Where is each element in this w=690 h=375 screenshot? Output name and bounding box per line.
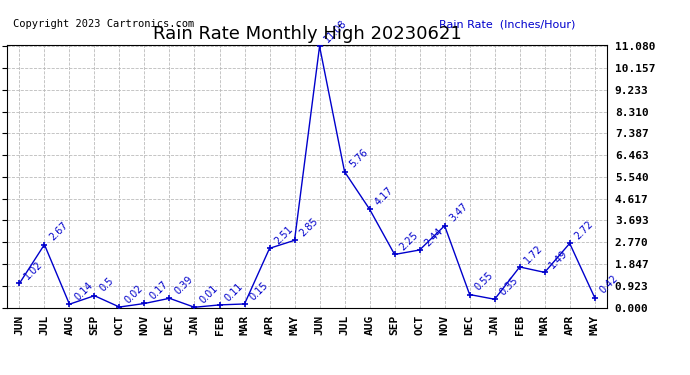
Text: Rain Rate  (Inches/Hour): Rain Rate (Inches/Hour) bbox=[439, 19, 575, 29]
Text: 0.15: 0.15 bbox=[248, 280, 270, 302]
Text: 0.42: 0.42 bbox=[598, 273, 620, 296]
Text: 2.85: 2.85 bbox=[297, 216, 320, 238]
Text: 0.5: 0.5 bbox=[97, 276, 115, 294]
Text: 11.08: 11.08 bbox=[322, 18, 349, 44]
Text: 0.01: 0.01 bbox=[197, 283, 219, 305]
Text: 1.72: 1.72 bbox=[522, 243, 545, 265]
Text: 2.44: 2.44 bbox=[422, 226, 445, 248]
Text: 5.76: 5.76 bbox=[348, 147, 370, 170]
Text: 0.14: 0.14 bbox=[72, 280, 95, 302]
Text: 4.17: 4.17 bbox=[373, 185, 395, 207]
Text: 0.02: 0.02 bbox=[122, 283, 145, 305]
Text: 0.39: 0.39 bbox=[172, 274, 195, 296]
Text: 2.51: 2.51 bbox=[273, 224, 295, 246]
Text: 0.35: 0.35 bbox=[497, 275, 520, 297]
Text: 2.72: 2.72 bbox=[573, 219, 595, 242]
Text: Copyright 2023 Cartronics.com: Copyright 2023 Cartronics.com bbox=[13, 19, 194, 29]
Text: 0.55: 0.55 bbox=[473, 270, 495, 292]
Text: 1.49: 1.49 bbox=[548, 248, 570, 270]
Text: 0.11: 0.11 bbox=[222, 281, 245, 303]
Text: 3.47: 3.47 bbox=[448, 201, 470, 224]
Text: 2.25: 2.25 bbox=[397, 230, 420, 253]
Text: 2.67: 2.67 bbox=[48, 220, 70, 243]
Title: Rain Rate Monthly High 20230621: Rain Rate Monthly High 20230621 bbox=[152, 26, 462, 44]
Text: 1.02: 1.02 bbox=[22, 259, 45, 282]
Text: 0.17: 0.17 bbox=[148, 279, 170, 302]
